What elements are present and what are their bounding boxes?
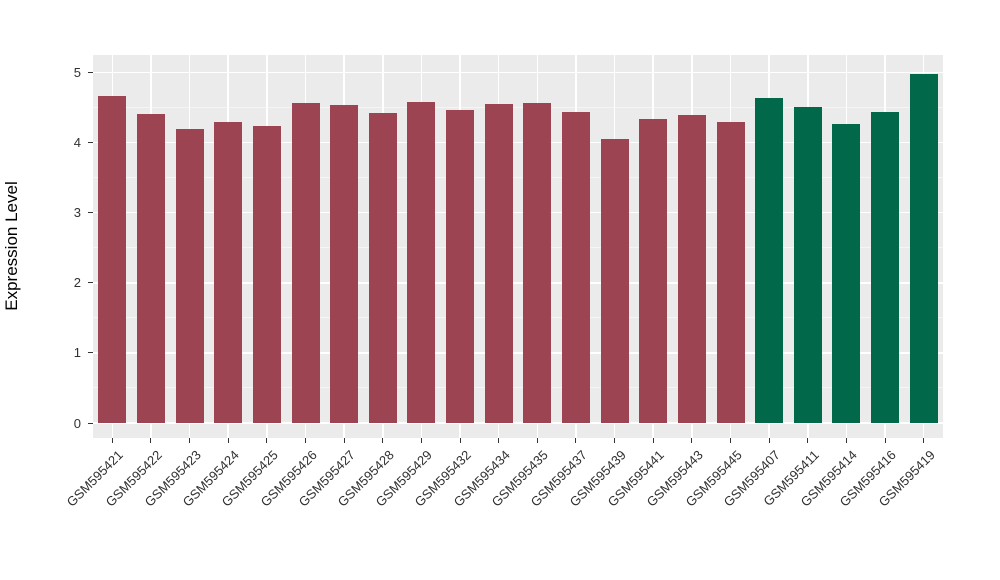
bar-GSM595424 — [214, 121, 243, 423]
bar-GSM595414 — [832, 123, 861, 423]
bar-GSM595435 — [523, 102, 552, 423]
x-tick-GSM595419 — [923, 438, 925, 443]
y-tick-label-1: 1 — [73, 345, 81, 361]
plot-panel — [93, 55, 943, 438]
y-tick-label-4: 4 — [73, 135, 81, 151]
y-tick-label-0: 0 — [73, 415, 81, 431]
bar-GSM595425 — [252, 125, 281, 423]
y-tick-1 — [88, 352, 93, 354]
bar-GSM595416 — [871, 111, 900, 423]
y-tick-0 — [88, 422, 93, 424]
minor-gridline-y-4.5 — [93, 107, 943, 109]
x-tick-GSM595411 — [807, 438, 809, 443]
bar-GSM595439 — [600, 139, 629, 423]
x-tick-label-GSM595407: GSM595407 — [720, 447, 784, 510]
x-tick-GSM595424 — [227, 438, 229, 443]
x-tick-GSM595407 — [768, 438, 770, 443]
x-tick-GSM595416 — [884, 438, 886, 443]
y-tick-3 — [88, 212, 93, 214]
y-tick-5 — [88, 72, 93, 73]
y-axis-title-text: Expression Level — [2, 181, 21, 311]
y-tick-label-3: 3 — [73, 205, 81, 221]
x-tick-GSM595432 — [459, 438, 461, 443]
bar-GSM595419 — [909, 73, 938, 423]
y-tick-label-2: 2 — [73, 275, 81, 291]
x-tick-GSM595441 — [652, 438, 654, 443]
bar-GSM595426 — [291, 102, 320, 423]
y-tick-label-5: 5 — [73, 65, 81, 80]
x-tick-GSM595428 — [382, 438, 384, 443]
x-tick-GSM595426 — [305, 438, 306, 443]
bar-GSM595432 — [446, 110, 475, 423]
bar-GSM595428 — [368, 113, 397, 423]
x-tick-GSM595425 — [266, 438, 268, 443]
x-tick-GSM595437 — [575, 438, 577, 443]
x-tick-label-GSM595441: GSM595441 — [604, 447, 668, 510]
y-tick-2 — [88, 282, 93, 284]
x-tick-GSM595421 — [111, 438, 113, 443]
bar-GSM595443 — [677, 115, 706, 423]
bar-GSM595445 — [716, 121, 745, 423]
x-tick-GSM595429 — [420, 438, 422, 443]
major-gridline-y-3 — [93, 211, 943, 214]
x-tick-label-GSM595424: GSM595424 — [179, 447, 243, 510]
y-tick-4 — [88, 142, 93, 144]
x-tick-GSM595414 — [845, 438, 847, 443]
major-gridline-y-2 — [93, 282, 943, 284]
bar-GSM595407 — [755, 97, 784, 423]
x-tick-GSM595435 — [536, 438, 538, 443]
minor-gridline-y-2.5 — [93, 247, 943, 249]
x-tick-label-GSM595427: GSM595427 — [295, 447, 359, 510]
bar-GSM595429 — [407, 101, 436, 423]
x-tick-GSM595434 — [498, 438, 500, 443]
bar-GSM595434 — [484, 104, 513, 423]
x-tick-GSM595443 — [691, 438, 693, 443]
major-gridline-y-4 — [93, 141, 943, 144]
major-gridline-y-5 — [93, 71, 943, 74]
x-tick-GSM595439 — [614, 438, 616, 443]
minor-gridline-y-1.5 — [93, 317, 943, 319]
bar-GSM595423 — [175, 128, 204, 423]
bar-GSM595422 — [136, 113, 165, 423]
bar-GSM595411 — [793, 106, 822, 423]
minor-gridline-y-0.5 — [93, 387, 943, 389]
x-tick-label-GSM595435: GSM595435 — [488, 447, 552, 510]
x-tick-GSM595422 — [150, 438, 152, 443]
x-tick-label-GSM595421: GSM595421 — [63, 447, 127, 510]
bar-GSM595441 — [639, 118, 668, 423]
bar-GSM595421 — [98, 96, 127, 423]
minor-gridline-y-3.5 — [93, 177, 943, 179]
bar-GSM595427 — [330, 105, 359, 423]
major-gridline-y-1 — [93, 352, 943, 354]
x-tick-GSM595445 — [730, 438, 731, 443]
x-tick-GSM595427 — [343, 438, 345, 443]
major-gridline-y-0 — [93, 422, 943, 424]
bar-GSM595437 — [561, 112, 590, 423]
x-tick-GSM595423 — [189, 438, 191, 443]
